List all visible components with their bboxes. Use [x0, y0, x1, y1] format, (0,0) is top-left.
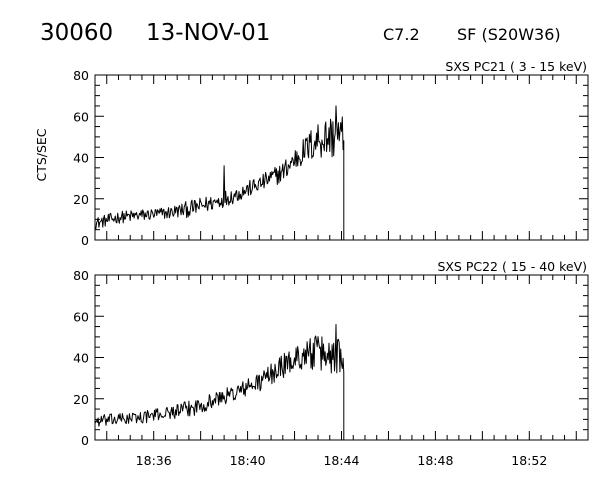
- count-rate-trace: [94, 105, 345, 240]
- y-tick-label: 0: [81, 433, 89, 448]
- x-tick-label: 18:48: [417, 453, 453, 468]
- x-tick-label: 18:52: [511, 453, 547, 468]
- panel-title: SXS PC21 ( 3 - 15 keV): [445, 59, 587, 74]
- x-tick-labels: 18:36 18:40 18:44 18:48 18:52: [136, 453, 548, 468]
- panel-pc21: SXS PC21 ( 3 - 15 keV) CTS/SEC 0 20 40 60 80: [34, 59, 589, 248]
- event-id: 30060: [40, 20, 113, 46]
- y-tick-label: 60: [73, 109, 89, 124]
- y-tick-label: 80: [73, 268, 89, 283]
- panel-title: SXS PC22 ( 15 - 40 keV): [437, 259, 587, 274]
- x-tick-label: 18:44: [323, 453, 359, 468]
- y-tick-label: 80: [73, 68, 89, 83]
- flare-location: SF (S20W36): [457, 25, 561, 44]
- y-tick-label: 40: [73, 151, 89, 166]
- y-tick-label: 40: [73, 351, 89, 366]
- flare-class: C7.2: [383, 25, 420, 44]
- y-tick-label: 20: [73, 392, 89, 407]
- plot-axes: [94, 74, 589, 241]
- count-rate-trace: [94, 324, 345, 440]
- y-tick-labels: 0 20 40 60 80: [73, 68, 89, 248]
- y-tick-labels: 0 20 40 60 80: [73, 268, 89, 448]
- x-tick-label: 18:36: [136, 453, 172, 468]
- event-date: 13-NOV-01: [146, 20, 270, 46]
- y-tick-label: 20: [73, 192, 89, 207]
- x-tick-label: 18:40: [230, 453, 266, 468]
- y-axis-label: CTS/SEC: [34, 128, 49, 181]
- y-tick-label: 0: [81, 233, 89, 248]
- y-tick-label: 60: [73, 309, 89, 324]
